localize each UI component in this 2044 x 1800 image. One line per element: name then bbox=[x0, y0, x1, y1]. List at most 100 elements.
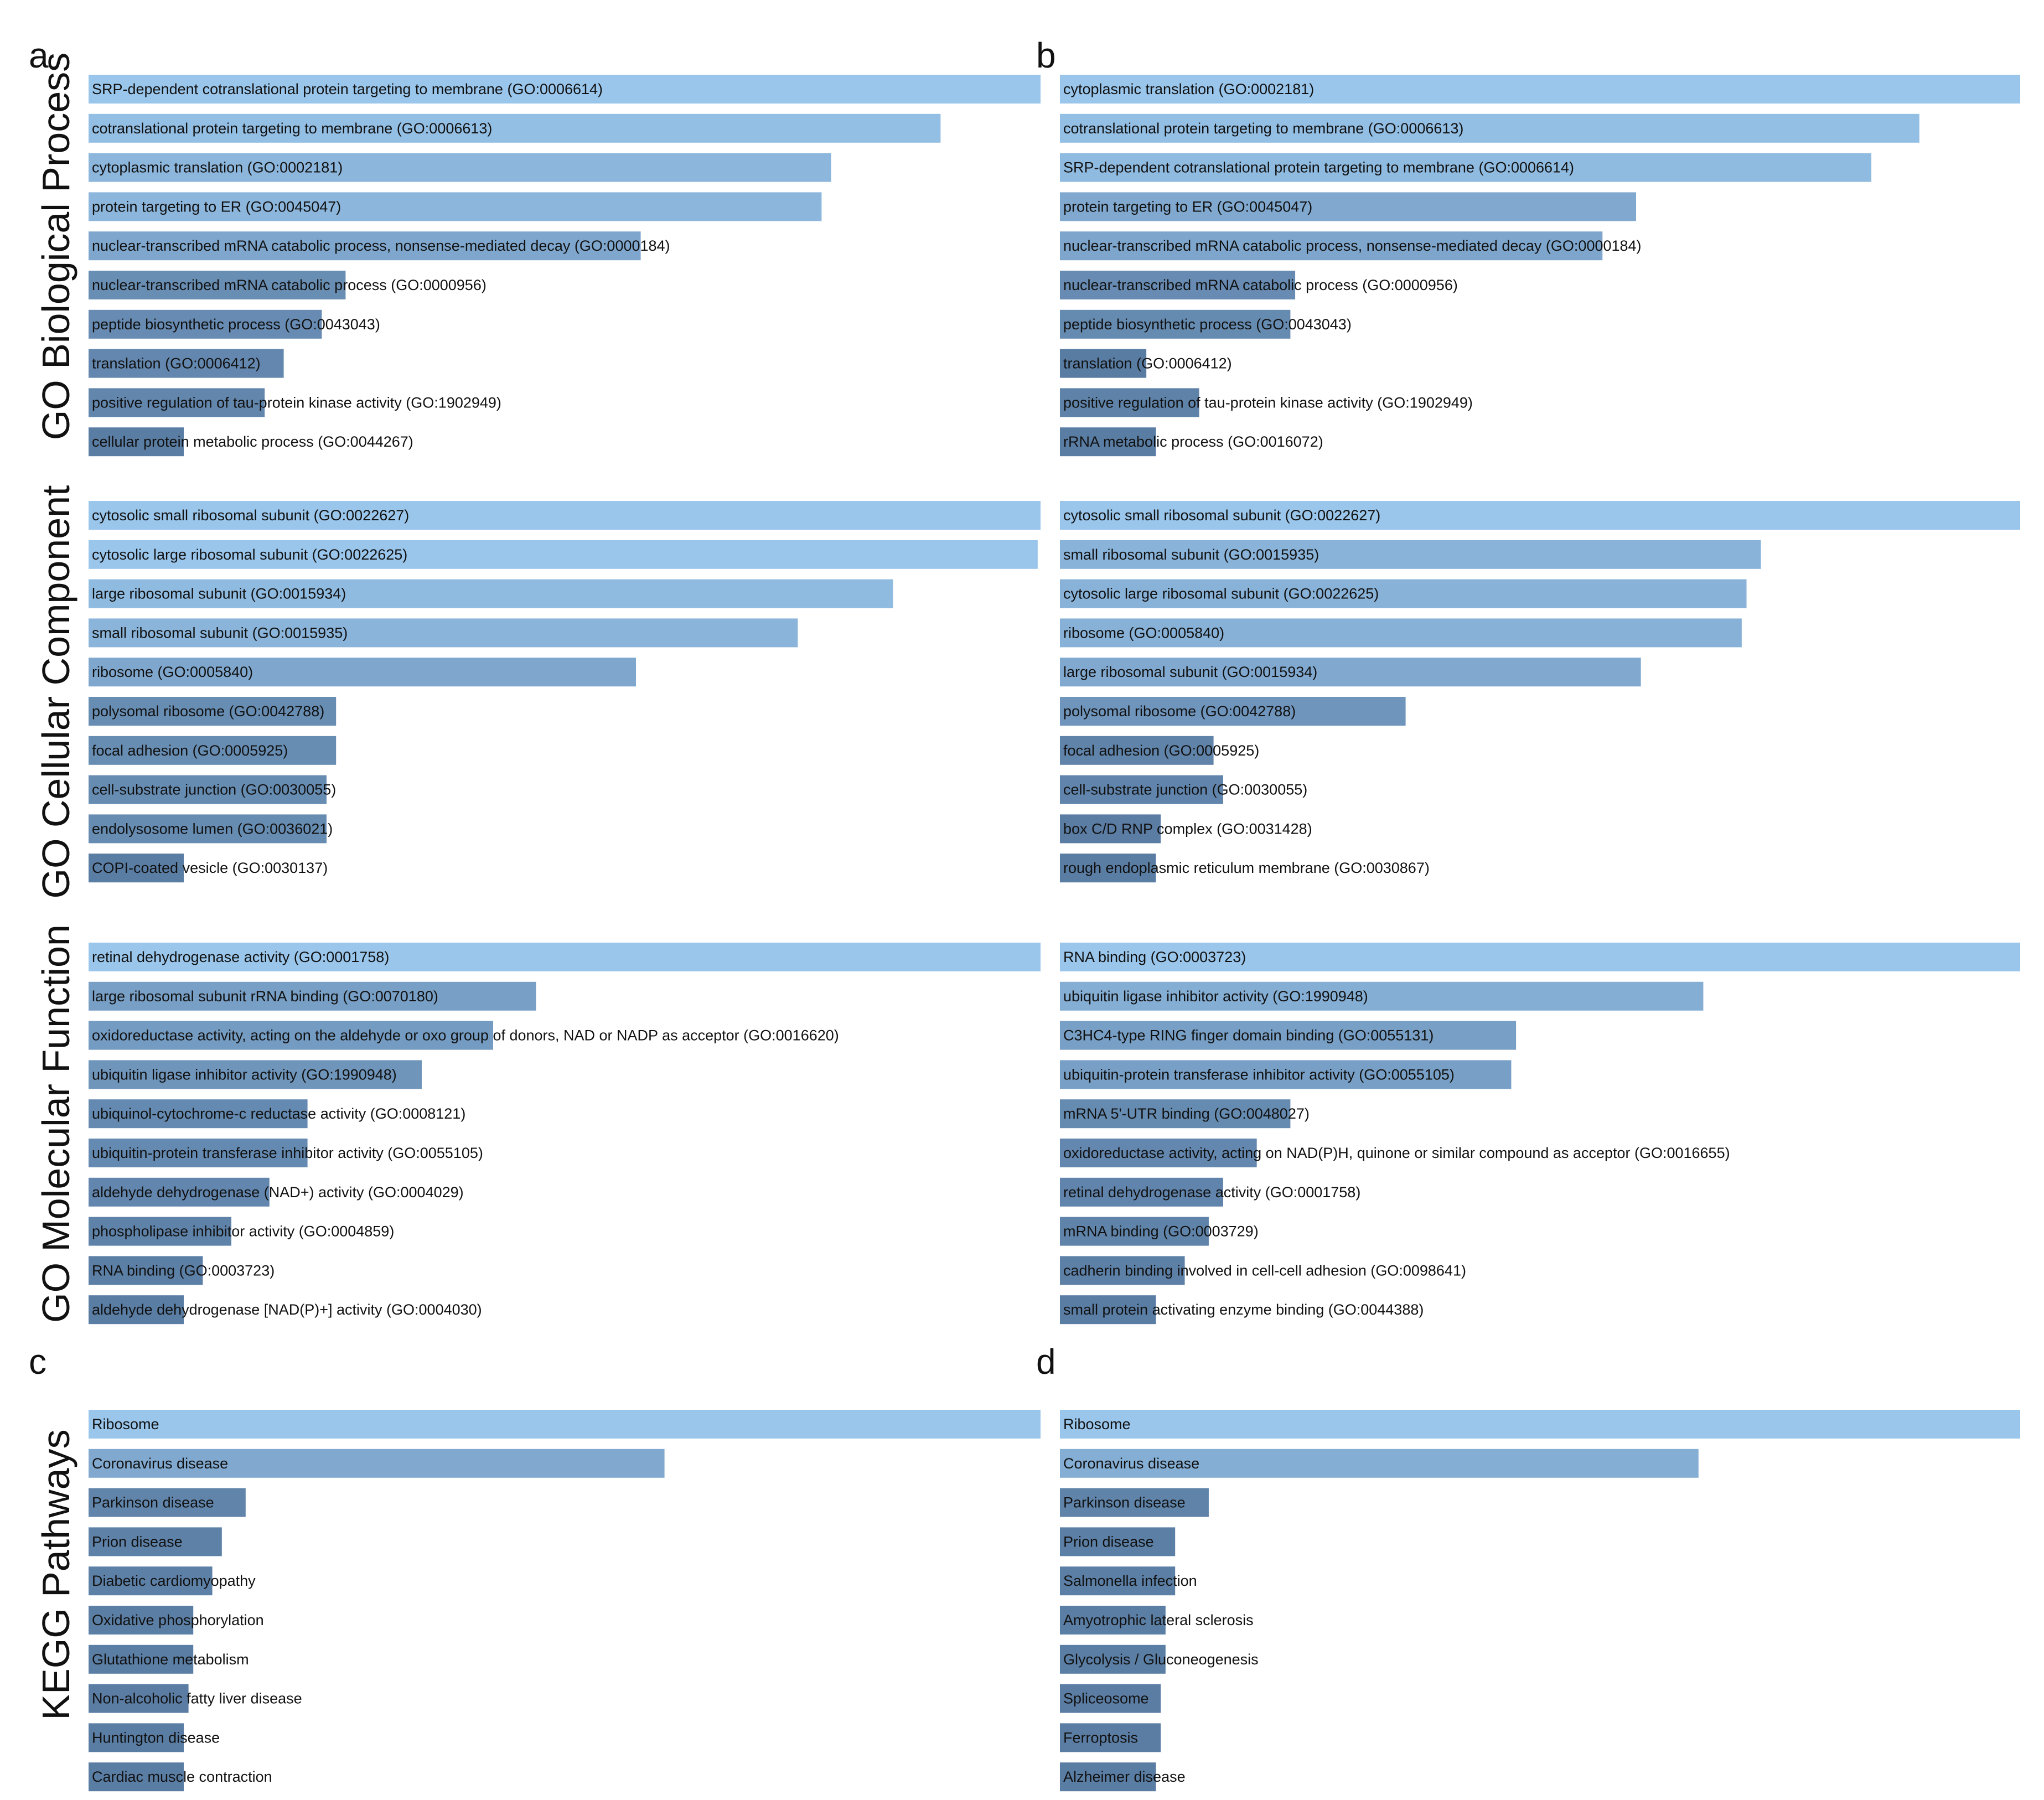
bar-label-a-4-4: ubiquinol-cytochrome-c reductase activit… bbox=[92, 1105, 465, 1122]
bar-a-4-8 bbox=[89, 1256, 203, 1285]
bar-b-3-0 bbox=[1060, 501, 2020, 530]
bar-a-2-4 bbox=[89, 658, 636, 687]
bars-layer bbox=[89, 75, 2020, 1792]
bar-d-7-2 bbox=[1060, 1488, 1209, 1517]
bar-b-1-2 bbox=[1060, 153, 1872, 182]
bar-a-4-7 bbox=[89, 1217, 231, 1246]
bar-label-a-2-3: small ribosomal subunit (GO:0015935) bbox=[92, 624, 348, 641]
bar-a-2-5 bbox=[89, 697, 337, 726]
bar-label-a-2-4: ribosome (GO:0005840) bbox=[92, 664, 253, 680]
bar-label-a-4-9: aldehyde dehydrogenase [NAD(P)+] activit… bbox=[92, 1301, 482, 1318]
bar-label-a-4-6: aldehyde dehydrogenase (NAD+) activity (… bbox=[92, 1184, 464, 1201]
bar-a-2-6 bbox=[89, 736, 337, 765]
bar-b-3-2 bbox=[1060, 579, 1747, 608]
bar-label-b-5-3: ubiquitin-protein transferase inhibitor … bbox=[1063, 1066, 1455, 1083]
bar-label-a-4-1: large ribosomal subunit rRNA binding (GO… bbox=[92, 988, 438, 1005]
bar-label-a-2-9: COPI-coated vesicle (GO:0030137) bbox=[92, 860, 328, 876]
labels-layer: SRP-dependent cotranslational protein ta… bbox=[92, 81, 1730, 1785]
bar-label-b-1-8: positive regulation of tau-protein kinas… bbox=[1063, 394, 1473, 411]
bar-label-a-0-0: SRP-dependent cotranslational protein ta… bbox=[92, 81, 603, 97]
bar-label-b-3-8: box C/D RNP complex (GO:0031428) bbox=[1063, 820, 1312, 837]
bar-label-c-6-8: Huntington disease bbox=[92, 1729, 220, 1746]
bar-label-d-7-4: Salmonella infection bbox=[1063, 1573, 1197, 1589]
bar-a-2-1 bbox=[89, 540, 1038, 569]
bar-label-c-6-7: Non-alcoholic fatty liver disease bbox=[92, 1690, 302, 1707]
bar-label-c-6-3: Prion disease bbox=[92, 1533, 183, 1550]
panel-letter-a: a bbox=[29, 35, 49, 75]
bar-a-2-3 bbox=[89, 618, 798, 648]
bar-b-5-3 bbox=[1060, 1060, 1512, 1089]
bar-label-a-0-1: cotranslational protein targeting to mem… bbox=[92, 120, 492, 137]
bar-b-5-1 bbox=[1060, 981, 1704, 1011]
section-label-cellular-component: GO Cellular Component bbox=[34, 485, 77, 899]
bar-b-5-6 bbox=[1060, 1177, 1223, 1207]
bar-b-5-8 bbox=[1060, 1256, 1185, 1285]
bar-label-b-5-0: RNA binding (GO:0003723) bbox=[1063, 949, 1246, 965]
bar-label-b-3-7: cell-substrate junction (GO:0030055) bbox=[1063, 782, 1307, 798]
bar-label-b-3-2: cytosolic large ribosomal subunit (GO:00… bbox=[1063, 586, 1379, 602]
bar-label-b-1-7: translation (GO:0006412) bbox=[1063, 355, 1232, 372]
bar-label-d-7-5: Amyotrophic lateral sclerosis bbox=[1063, 1612, 1254, 1628]
bar-label-a-0-4: nuclear-transcribed mRNA catabolic proce… bbox=[92, 237, 670, 254]
bar-c-6-4 bbox=[89, 1566, 213, 1596]
bar-b-1-9 bbox=[1060, 427, 1156, 457]
bar-label-a-0-7: translation (GO:0006412) bbox=[92, 355, 261, 372]
bar-c-6-2 bbox=[89, 1488, 246, 1517]
bar-a-4-9 bbox=[89, 1295, 184, 1325]
bar-label-b-1-1: cotranslational protein targeting to mem… bbox=[1063, 120, 1463, 137]
bar-b-1-5 bbox=[1060, 271, 1296, 299]
panel-letter-c: c bbox=[29, 1342, 46, 1382]
bar-label-a-0-2: cytoplasmic translation (GO:0002181) bbox=[92, 159, 343, 176]
bar-a-0-1 bbox=[89, 113, 941, 143]
bar-c-6-6 bbox=[89, 1644, 194, 1674]
bar-label-a-4-2: oxidoreductase activity, acting on the a… bbox=[92, 1027, 839, 1044]
section-label-molecular-function: GO Molecular Function bbox=[34, 924, 77, 1323]
bar-c-6-7 bbox=[89, 1684, 189, 1713]
panel-letter-b: b bbox=[1036, 35, 1056, 75]
bar-b-5-0 bbox=[1060, 943, 2020, 971]
bar-a-0-9 bbox=[89, 427, 184, 457]
section-label-biological-process: GO Biological Process bbox=[34, 53, 77, 440]
bar-label-a-0-5: nuclear-transcribed mRNA catabolic proce… bbox=[92, 277, 487, 293]
bar-d-7-6 bbox=[1060, 1644, 1166, 1674]
bar-label-c-6-0: Ribosome bbox=[92, 1416, 159, 1432]
bar-a-4-4 bbox=[89, 1099, 308, 1129]
bar-c-6-8 bbox=[89, 1723, 184, 1752]
bar-a-4-6 bbox=[89, 1177, 270, 1207]
bar-label-b-3-5: polysomal ribosome (GO:0042788) bbox=[1063, 703, 1296, 720]
bar-b-1-6 bbox=[1060, 309, 1291, 339]
bar-b-5-4 bbox=[1060, 1099, 1291, 1129]
bar-label-a-2-8: endolysosome lumen (GO:0036021) bbox=[92, 820, 333, 837]
bar-d-7-0 bbox=[1060, 1410, 2020, 1439]
bar-label-a-0-9: cellular protein metabolic process (GO:0… bbox=[92, 433, 413, 450]
bar-label-c-6-2: Parkinson disease bbox=[92, 1494, 214, 1511]
bar-b-1-8 bbox=[1060, 388, 1199, 417]
bar-label-b-3-0: cytosolic small ribosomal subunit (GO:00… bbox=[1063, 507, 1380, 524]
bar-a-2-9 bbox=[89, 854, 184, 883]
bar-a-0-3 bbox=[89, 192, 822, 221]
bar-a-0-8 bbox=[89, 388, 265, 417]
bar-label-c-6-9: Cardiac muscle contraction bbox=[92, 1768, 272, 1785]
bar-label-b-1-3: protein targeting to ER (GO:0045047) bbox=[1063, 198, 1312, 215]
bar-label-b-3-9: rough endoplasmic reticulum membrane (GO… bbox=[1063, 860, 1430, 876]
bar-a-2-0 bbox=[89, 501, 1041, 530]
bar-label-b-5-8: cadherin binding involved in cell-cell a… bbox=[1063, 1262, 1466, 1279]
bar-a-4-5 bbox=[89, 1139, 308, 1167]
bar-label-d-7-3: Prion disease bbox=[1063, 1533, 1154, 1550]
bar-label-c-6-5: Oxidative phosphorylation bbox=[92, 1612, 264, 1628]
bar-label-b-3-3: ribosome (GO:0005840) bbox=[1063, 624, 1224, 641]
bar-a-0-2 bbox=[89, 153, 831, 182]
bar-label-a-2-2: large ribosomal subunit (GO:0015934) bbox=[92, 586, 346, 602]
bar-a-4-1 bbox=[89, 981, 536, 1011]
bar-b-1-3 bbox=[1060, 192, 1636, 221]
bar-b-3-6 bbox=[1060, 736, 1214, 765]
bar-label-a-0-6: peptide biosynthetic process (GO:0043043… bbox=[92, 316, 380, 333]
bar-label-a-2-6: focal adhesion (GO:0005925) bbox=[92, 742, 288, 759]
bar-label-b-5-2: C3HC4-type RING finger domain binding (G… bbox=[1063, 1027, 1434, 1044]
bar-a-0-0 bbox=[89, 75, 1041, 104]
bar-c-6-5 bbox=[89, 1606, 194, 1635]
bar-b-3-3 bbox=[1060, 618, 1742, 648]
bar-a-4-0 bbox=[89, 943, 1041, 971]
bar-b-1-1 bbox=[1060, 113, 1919, 143]
bar-label-b-1-0: cytoplasmic translation (GO:0002181) bbox=[1063, 81, 1314, 97]
